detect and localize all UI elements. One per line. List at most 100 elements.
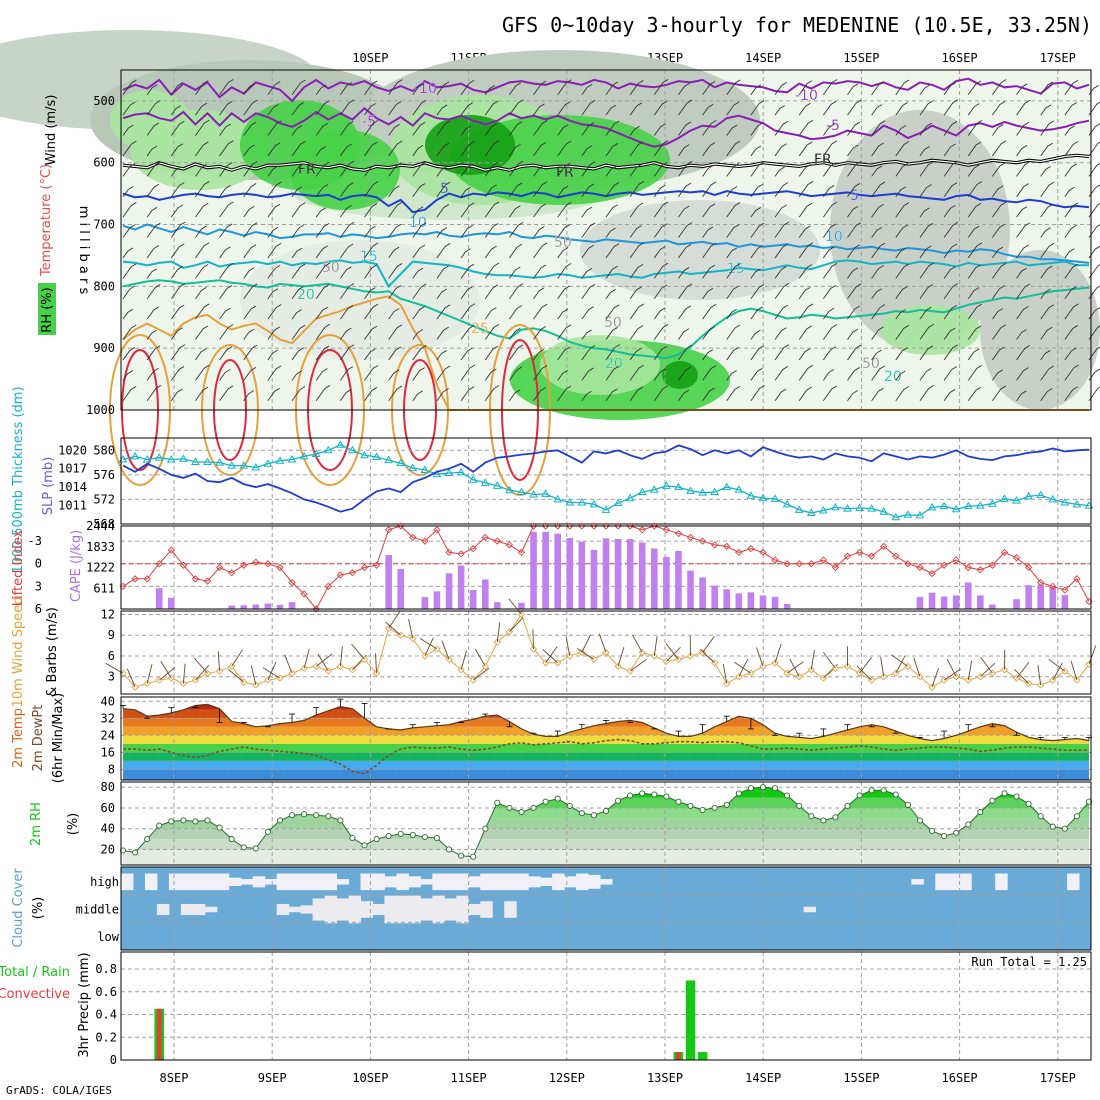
- wind-barb: [436, 181, 451, 197]
- thickness-marker: [323, 445, 333, 454]
- lifted-index-marker: [541, 522, 550, 530]
- wind-barb: [388, 140, 403, 157]
- rh-marker: [518, 809, 525, 816]
- cloud-cell: [348, 895, 362, 924]
- wind-barb: [460, 224, 473, 238]
- wind-barb: [460, 286, 473, 299]
- cloud-cell: [156, 903, 170, 916]
- rh-marker: [880, 787, 887, 794]
- cloud-cell: [444, 873, 457, 891]
- wind-barb: [317, 653, 329, 672]
- panel-frame: [120, 696, 1092, 781]
- wind-barb: [919, 385, 934, 401]
- lifted-index-marker: [457, 550, 465, 558]
- wind-barb: [217, 651, 221, 672]
- thickness-marker: [951, 504, 961, 513]
- wind-barb: [702, 120, 717, 136]
- wind-barb: [605, 344, 621, 361]
- wind-barb: [339, 82, 353, 95]
- wind-barb: [653, 184, 666, 197]
- wind-barb: [388, 324, 403, 340]
- wind-barb: [170, 143, 184, 157]
- side-label: 2m DewPt: [31, 705, 46, 772]
- wind-barb: [122, 324, 137, 340]
- wind-barb: [629, 386, 644, 401]
- wind-barb: [219, 346, 233, 361]
- panel-frame: [120, 866, 1092, 951]
- rh-marker: [784, 792, 791, 799]
- wind-barb: [460, 186, 471, 197]
- wind-barb: [891, 654, 909, 667]
- wind-barb: [146, 345, 161, 361]
- wind-barb: [460, 650, 468, 670]
- rh-marker: [361, 842, 368, 849]
- cape-bar: [759, 595, 767, 609]
- wind-barb: [460, 79, 475, 95]
- wind-barb: [702, 165, 714, 177]
- wind-barb: [702, 326, 715, 340]
- wind-barb: [484, 223, 499, 238]
- wind-barb: [533, 365, 548, 381]
- wind-barb: [412, 183, 426, 197]
- wind-barb: [291, 125, 303, 136]
- wind-barb: [653, 100, 668, 116]
- wind-barb: [943, 99, 959, 116]
- wind-barb: [388, 79, 403, 95]
- wind-barb: [967, 141, 982, 157]
- wind-barb: [509, 82, 521, 95]
- wind-barb: [726, 247, 737, 259]
- wind-barb: [315, 84, 327, 95]
- wind-barb: [629, 163, 642, 177]
- cloud-cell: [492, 873, 505, 891]
- cloud-cell: [121, 873, 134, 891]
- wind-barb: [931, 668, 939, 688]
- rh-marker: [506, 804, 513, 811]
- wind-barb: [509, 160, 524, 177]
- contour-label: 20: [297, 287, 315, 303]
- wind-barb: [992, 79, 1007, 95]
- wind-barb: [678, 366, 691, 381]
- lifted-index-marker: [880, 542, 888, 551]
- wind-barb: [967, 103, 980, 116]
- wind-barb: [871, 81, 885, 95]
- wind-barb: [943, 266, 956, 279]
- wind-barb: [533, 387, 546, 401]
- wind-barb: [1088, 264, 1100, 279]
- wind-barb: [436, 142, 450, 157]
- wind-barb: [774, 204, 787, 218]
- side-label: Cloud Cover: [11, 868, 26, 948]
- wind-barb: [219, 262, 234, 279]
- wind-barb: [992, 223, 1006, 238]
- lifted-index-marker: [940, 561, 948, 569]
- wind-barb: [243, 244, 257, 259]
- cape-bar: [626, 539, 634, 609]
- wind-barb: [219, 79, 234, 95]
- wind-barb: [146, 367, 159, 381]
- wind-barb: [291, 163, 305, 177]
- wind-barb: [786, 661, 804, 674]
- rh-marker: [590, 812, 597, 819]
- wind-barb: [605, 243, 620, 259]
- wind-barb: [629, 141, 644, 157]
- wind-barb: [629, 202, 644, 218]
- cape-bar: [783, 603, 791, 609]
- lifted-index-marker: [312, 605, 320, 613]
- wind-barb: [967, 660, 973, 681]
- cloud-cell: [276, 903, 290, 916]
- panel-frame: [120, 437, 1092, 525]
- thickness-marker: [263, 459, 273, 467]
- wind-barb: [267, 165, 279, 177]
- wind-barb: [364, 325, 378, 340]
- wind-barb: [315, 306, 328, 320]
- side-label: (%): [66, 813, 81, 836]
- thickness-marker: [456, 467, 466, 476]
- wind-barb: [267, 365, 282, 381]
- wind-barb: [315, 284, 330, 299]
- wind-barb: [750, 161, 765, 177]
- rh-marker: [349, 834, 356, 842]
- wind-barb: [871, 288, 882, 299]
- wind-barb: [243, 144, 255, 157]
- contour-label: 10: [825, 229, 843, 245]
- wind-barb: [436, 326, 449, 340]
